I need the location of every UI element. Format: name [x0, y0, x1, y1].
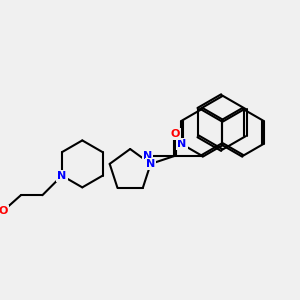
Text: N: N [146, 159, 155, 169]
Text: O: O [0, 206, 8, 216]
Text: N: N [57, 171, 67, 181]
Text: N: N [177, 139, 187, 149]
Text: N: N [143, 151, 152, 161]
Text: O: O [170, 129, 179, 139]
